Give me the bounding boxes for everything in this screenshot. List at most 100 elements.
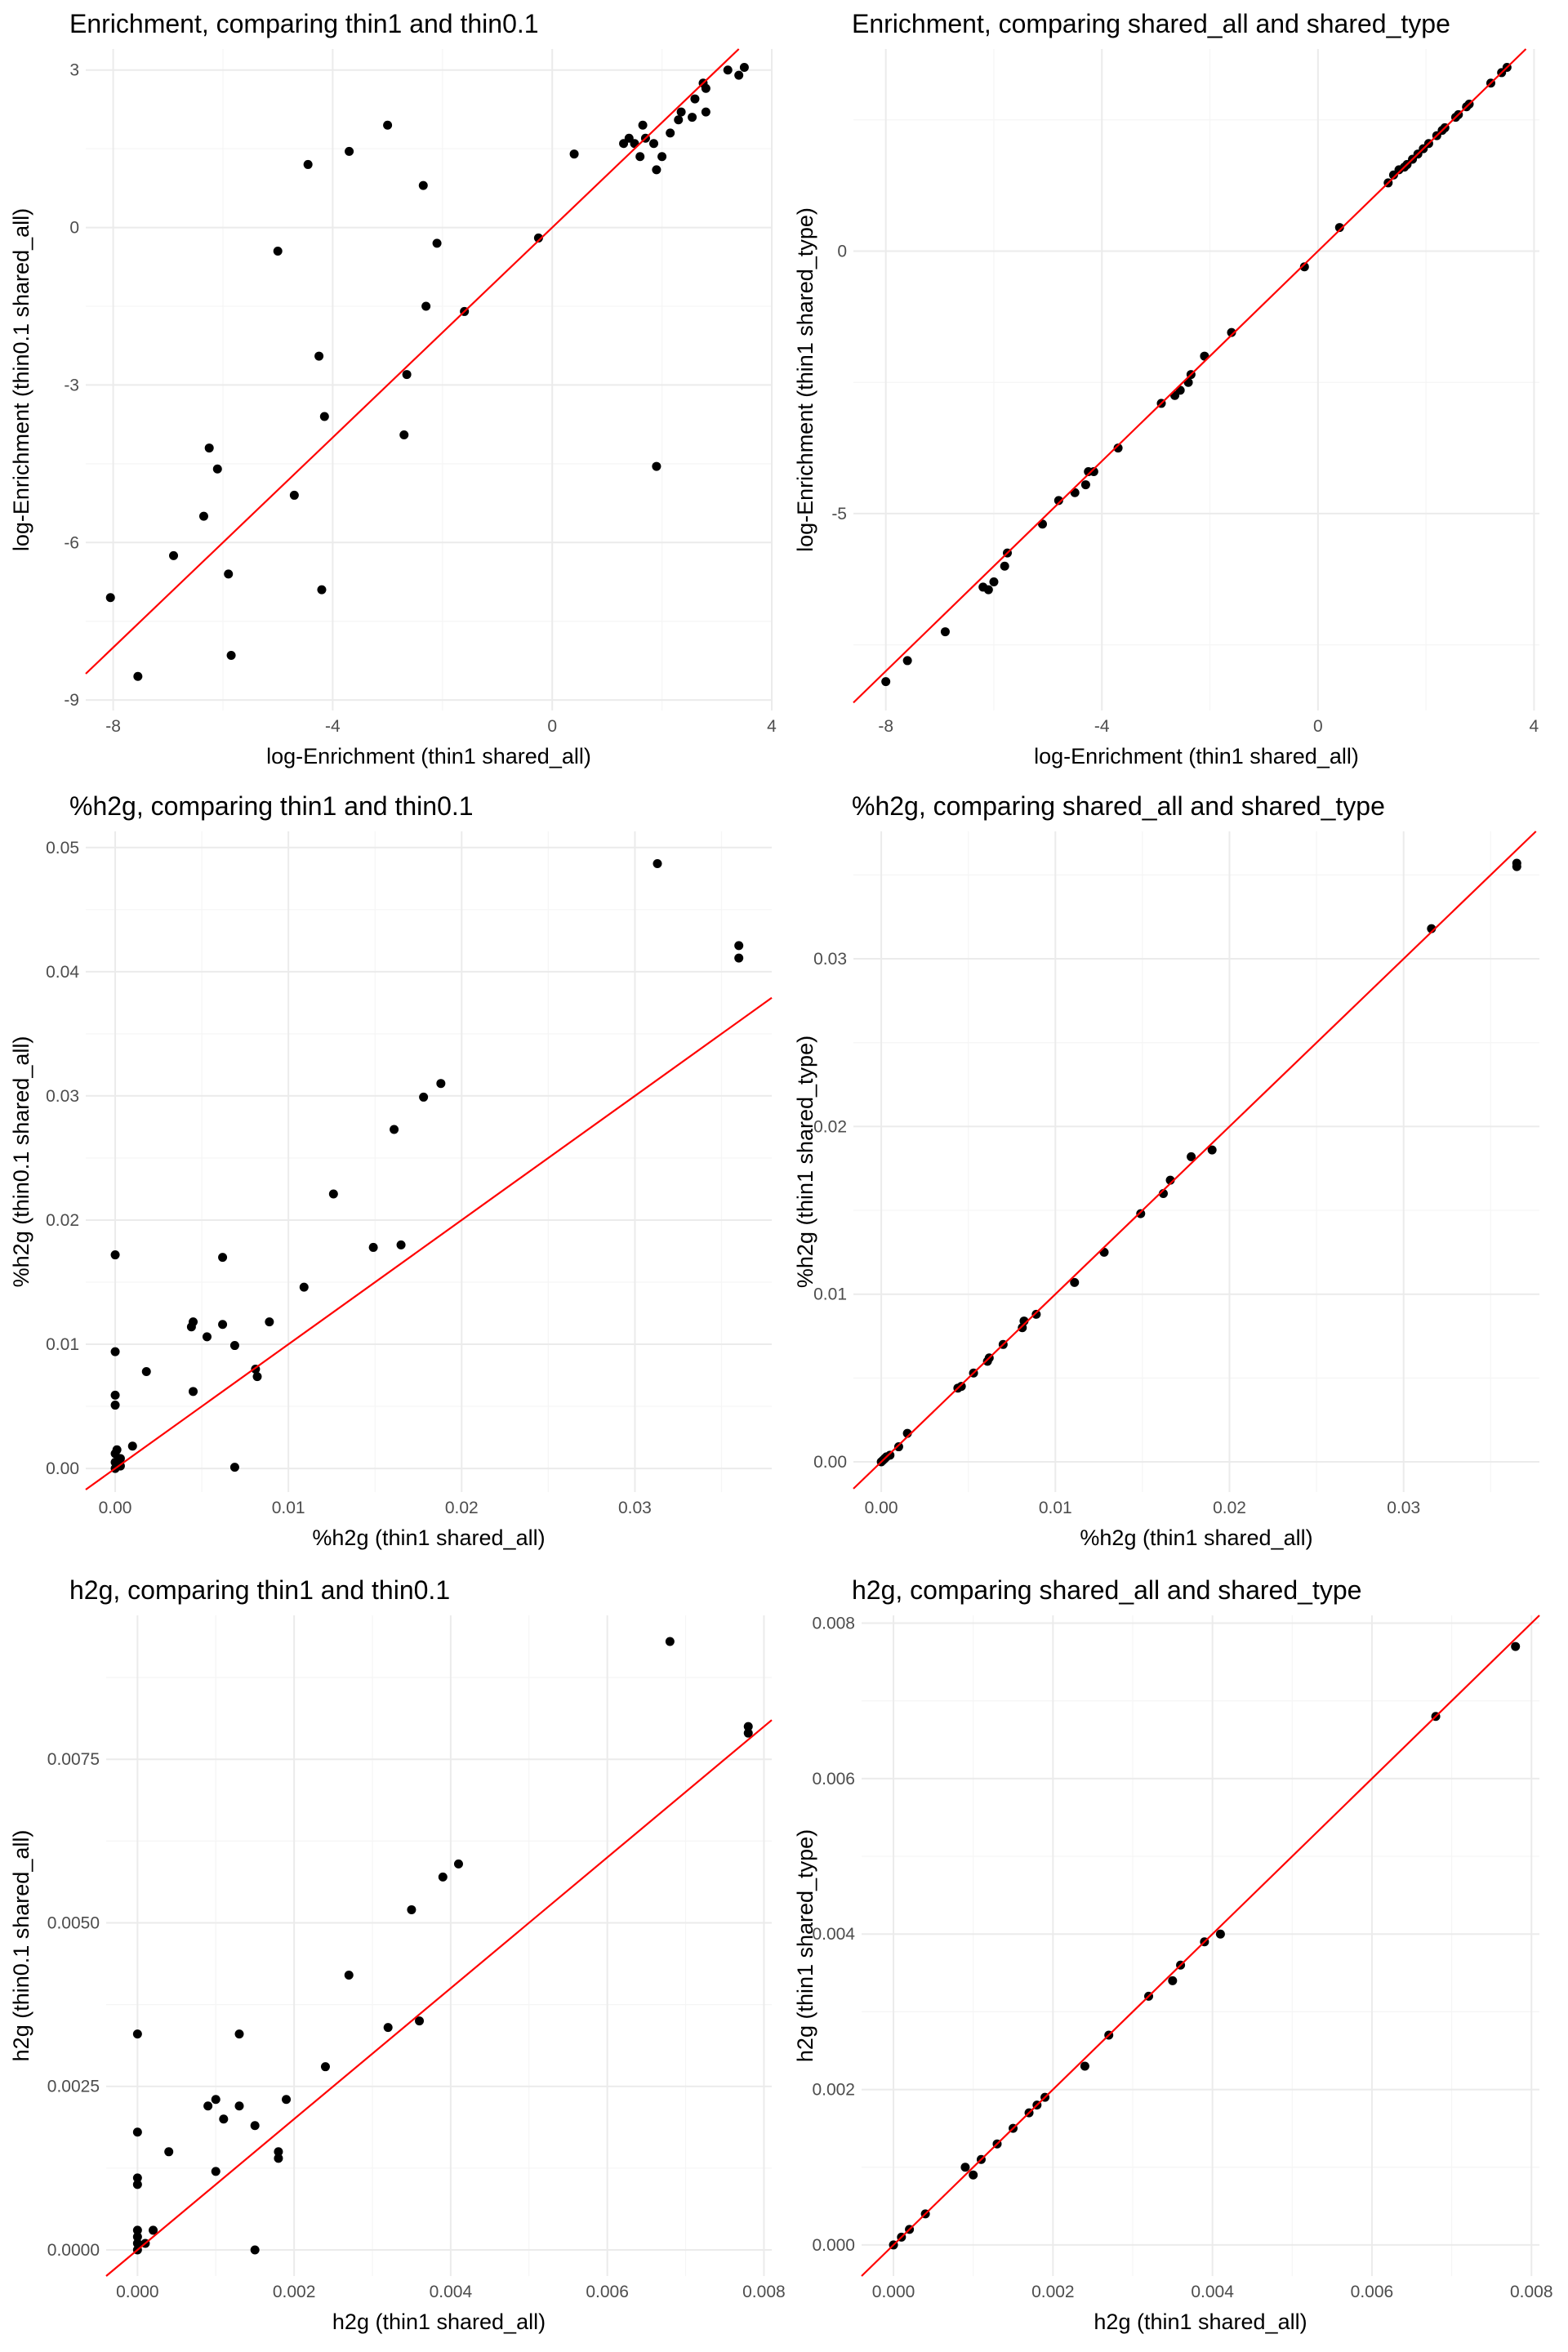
- panel-5: 0.000 0.002 0.004 0.006 0.008 0.0000 0.0025 0.0…: [9, 1575, 786, 2334]
- data-point: [218, 1253, 228, 1263]
- data-point: [743, 1728, 753, 1738]
- data-point: [115, 1454, 125, 1463]
- data-point: [314, 351, 324, 361]
- data-point: [734, 941, 744, 951]
- x-tick-label: 0.03: [618, 1499, 652, 1517]
- data-point: [723, 65, 733, 75]
- data-point: [734, 953, 744, 963]
- data-point: [132, 2029, 142, 2039]
- data-point: [211, 2095, 220, 2105]
- data-point: [141, 1366, 151, 1376]
- data-point: [273, 247, 283, 256]
- data-point: [274, 2154, 283, 2163]
- data-point: [956, 1382, 966, 1392]
- y-axis-title: h2g (thin1 shared_type): [793, 1829, 817, 2062]
- chart-title: Enrichment, comparing shared_all and sha…: [852, 9, 1450, 38]
- x-tick-label: 0.006: [1351, 2283, 1394, 2301]
- x-tick-label: 4: [767, 717, 777, 736]
- identity-line: [853, 831, 1537, 1490]
- data-point: [569, 149, 579, 159]
- data-point: [212, 464, 222, 474]
- x-axis-title: log-Enrichment (thin1 shared_all): [1034, 744, 1359, 768]
- panel-2: -8 -4 0 4 -5 0 Enrichment, comparing shared_al…: [793, 9, 1539, 768]
- data-point: [110, 1347, 120, 1356]
- data-point: [415, 2016, 425, 2026]
- x-tick-label: 0.000: [872, 2283, 915, 2301]
- data-point: [438, 1872, 448, 1882]
- data-point: [402, 370, 412, 380]
- data-point: [1207, 1145, 1217, 1155]
- data-point: [1089, 467, 1098, 476]
- data-point: [1168, 1976, 1178, 1985]
- data-point: [390, 1125, 399, 1134]
- y-tick-label: -3: [64, 376, 79, 394]
- data-point: [676, 107, 686, 117]
- data-point: [653, 859, 662, 869]
- data-point: [436, 1079, 446, 1089]
- y-tick-label: 0.02: [46, 1211, 79, 1230]
- x-axis-title: %h2g (thin1 shared_all): [312, 1526, 545, 1550]
- data-point: [1113, 443, 1123, 453]
- panel-1: -8 -4 0 4 -9 -6 -3 0 3 Enrichment, comparing thin…: [9, 9, 777, 768]
- data-point: [164, 2147, 174, 2157]
- data-point: [132, 2173, 142, 2183]
- x-tick-label: 0.004: [1191, 2283, 1234, 2301]
- data-point: [202, 1332, 212, 1342]
- y-tick-label: -6: [64, 533, 79, 552]
- identity-line: [853, 48, 1527, 704]
- y-tick-label: 0.02: [813, 1117, 847, 1136]
- y-tick-label: 3: [69, 61, 79, 80]
- data-point: [1512, 862, 1521, 871]
- data-point: [383, 2023, 393, 2033]
- data-point: [344, 1971, 354, 1980]
- data-point: [189, 1387, 198, 1396]
- data-point: [652, 461, 662, 471]
- x-tick-label: 0.002: [1031, 2283, 1075, 2301]
- data-point: [198, 511, 208, 521]
- data-point: [418, 180, 428, 190]
- data-point: [638, 120, 648, 130]
- data-point: [960, 2163, 970, 2172]
- data-point: [203, 2101, 213, 2111]
- x-tick-label: 0.000: [116, 2283, 159, 2301]
- x-tick-label: 0.02: [445, 1499, 479, 1517]
- identity-line: [861, 1615, 1540, 2277]
- data-point: [1031, 1309, 1041, 1319]
- data-point: [743, 1722, 753, 1731]
- y-tick-label: 0: [69, 219, 79, 238]
- x-tick-label: 0.03: [1387, 1499, 1420, 1517]
- data-point: [299, 1282, 309, 1292]
- chart-title: %h2g, comparing thin1 and thin0.1: [69, 791, 474, 821]
- data-point: [229, 1341, 239, 1351]
- x-tick-label: 0.01: [272, 1499, 305, 1517]
- y-tick-label: -9: [64, 691, 79, 710]
- data-point: [234, 2029, 244, 2039]
- chart-title: Enrichment, comparing thin1 and thin0.1: [69, 9, 539, 38]
- data-point: [317, 585, 327, 595]
- data-point: [303, 159, 313, 169]
- x-tick-label: -4: [1094, 717, 1110, 736]
- y-tick-label: 0.0050: [47, 1913, 100, 1932]
- data-point: [674, 115, 684, 125]
- y-tick-label: 0.04: [46, 963, 79, 982]
- data-point: [250, 2245, 260, 2255]
- x-tick-label: 0: [547, 717, 557, 736]
- x-tick-label: 0: [1313, 717, 1323, 736]
- identity-line: [105, 1719, 773, 2277]
- data-point: [453, 1859, 463, 1869]
- data-point: [407, 1904, 416, 1914]
- x-axis-title: log-Enrichment (thin1 shared_all): [266, 744, 591, 768]
- x-tick-label: 0.01: [1039, 1499, 1072, 1517]
- data-point: [635, 152, 645, 162]
- y-tick-label: 0.03: [813, 950, 847, 969]
- chart-title: %h2g, comparing shared_all and shared_ty…: [852, 791, 1385, 821]
- data-point: [224, 569, 234, 579]
- data-point: [211, 2167, 220, 2176]
- data-point: [1511, 1642, 1521, 1651]
- x-tick-label: 0.008: [742, 2283, 786, 2301]
- data-point: [226, 651, 236, 660]
- data-point: [1080, 2061, 1089, 2071]
- data-point: [110, 1401, 120, 1410]
- y-axis-title: log-Enrichment (thin1 shared_type): [793, 207, 817, 552]
- data-point: [368, 1242, 378, 1252]
